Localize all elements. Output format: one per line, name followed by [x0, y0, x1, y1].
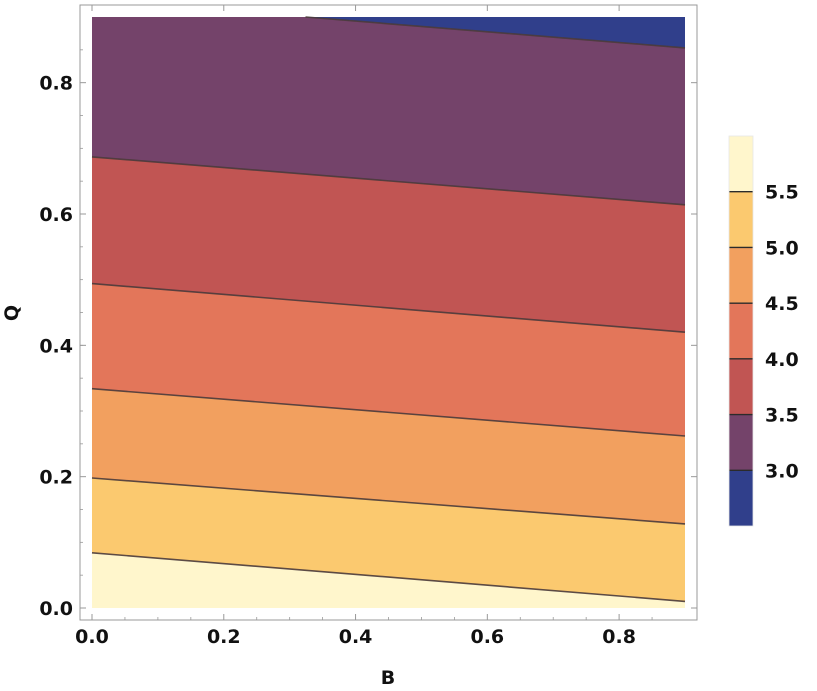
- y-tick-label: 0.2: [39, 467, 73, 489]
- y-tick-label: 0.6: [39, 204, 73, 226]
- contour-band-5-5-6: [92, 552, 685, 608]
- axes: 0.0 0.2 0.4 0.6 0.8 0.0 0.2 0.4 0.6 0.8: [39, 4, 698, 648]
- contour-line-5-5: [91, 552, 686, 603]
- legend-swatch-4-5: [729, 247, 753, 304]
- legend-tick-label: 4.5: [765, 293, 799, 315]
- x-tick-label: 0.2: [207, 626, 241, 648]
- contour-band-5-5-5: [92, 478, 685, 602]
- y-axis-title: Q: [1, 305, 23, 321]
- x-tick-label: 0.0: [75, 626, 109, 648]
- legend-tick-label: 5.5: [765, 182, 799, 204]
- contour-band-4-4-5: [92, 283, 685, 436]
- contour-band-3-3-5: [92, 17, 685, 205]
- legend-swatch-3: [729, 414, 753, 471]
- y-tick-label: 0.4: [39, 335, 73, 357]
- legend-swatch-5-5: [729, 136, 753, 192]
- legend-tick-label: 3.5: [765, 405, 799, 427]
- legend-swatch-4: [729, 303, 753, 359]
- x-axis-title: B: [381, 667, 395, 689]
- x-tick-label: 0.6: [470, 626, 504, 648]
- color-legend: 3.0 3.5 4.0 4.5 5.0 5.5: [728, 135, 799, 527]
- x-tick-label: 0.8: [602, 626, 636, 648]
- contour-band-3-5-4: [92, 156, 685, 333]
- y-tick-label: 0.8: [39, 73, 73, 95]
- y-tick-label: 0.0: [39, 598, 73, 620]
- contour-line-4: [91, 282, 686, 333]
- contour-line-3: [305, 16, 686, 49]
- x-tick-label: 0.4: [339, 626, 373, 648]
- legend-tick-label: 3.0: [765, 460, 799, 482]
- legend-frame: [728, 135, 754, 527]
- legend-swatch-2-5: [729, 470, 753, 526]
- legend-tick-label: 4.0: [765, 349, 799, 371]
- legend-swatch-3-5: [729, 358, 753, 415]
- contour-line-5: [91, 477, 686, 525]
- contour-band-4-5-5: [92, 388, 685, 524]
- legend-swatch-5: [729, 191, 753, 248]
- plot-area: [91, 16, 686, 608]
- contour-line-3-5: [91, 156, 686, 206]
- contour-line-4-5: [91, 387, 686, 437]
- legend-tick-label: 5.0: [765, 237, 799, 259]
